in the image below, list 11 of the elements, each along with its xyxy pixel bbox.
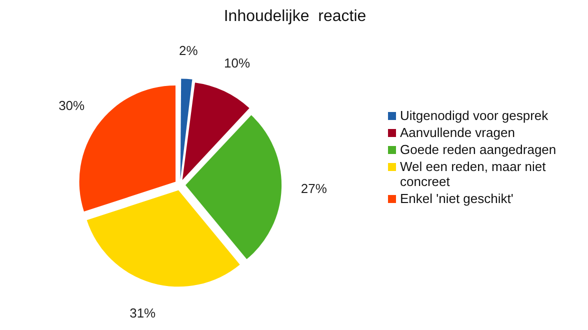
data-label: 10% xyxy=(224,55,250,70)
data-label: 2% xyxy=(179,42,198,58)
legend-label: Wel een reden, maar niet concreet xyxy=(400,159,547,189)
chart-title: Inhoudelijke reactie xyxy=(222,8,368,26)
data-label: 31% xyxy=(130,305,156,320)
legend-label: Enkel 'niet geschikt' xyxy=(400,191,514,206)
data-label: 27% xyxy=(300,180,328,196)
legend-label: Uitgenodigd voor gesprek xyxy=(400,108,548,123)
data-label: 30% xyxy=(58,98,86,113)
legend-label: Goede reden aangedragen xyxy=(400,142,556,157)
legend-label: Aanvullende vragen xyxy=(400,125,515,140)
